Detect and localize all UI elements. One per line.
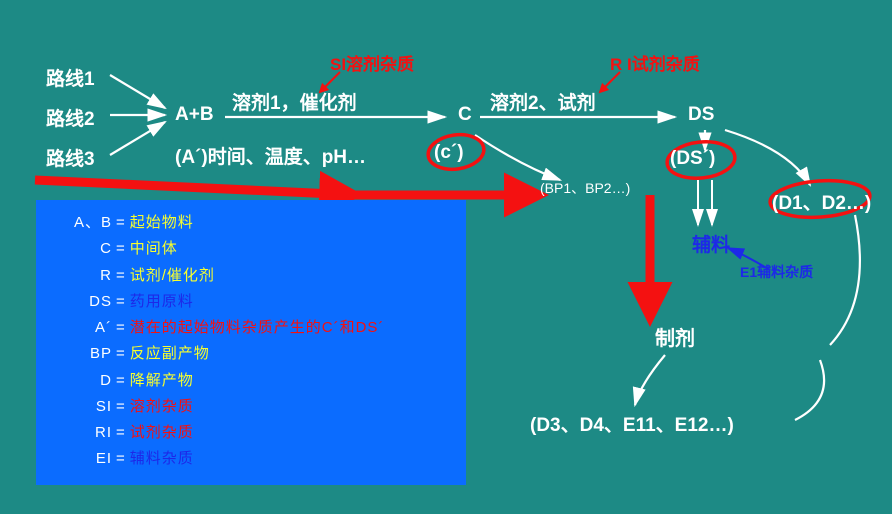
- excipient-label: 辅料: [692, 230, 730, 257]
- formulation-label: 制剂: [655, 322, 695, 351]
- route2: 路线2: [46, 104, 95, 131]
- node-d12: (D1、D2…): [772, 188, 871, 215]
- ri-impurity-label: R I试剂杂质: [610, 50, 700, 75]
- legend-row: D=降解产物: [50, 368, 452, 394]
- node-ds: DS: [688, 104, 714, 126]
- legend-row: A、B=起始物料: [50, 210, 452, 236]
- solvent2-label: 溶剂2、试剂: [490, 88, 596, 115]
- legend-row: R=试剂/催化剂: [50, 263, 452, 289]
- node-ab: A+B: [175, 104, 214, 126]
- e1-label: E1辅料杂质: [740, 262, 813, 282]
- node-bp: (BP1、BP2…): [540, 178, 630, 198]
- legend-row: BP=反应副产物: [50, 341, 452, 367]
- legend-row: RI=试剂杂质: [50, 420, 452, 446]
- aprime-cond: (A´)时间、温度、pH…: [175, 142, 366, 169]
- node-cprime: (c´): [434, 142, 464, 164]
- legend-row: EI=辅料杂质: [50, 446, 452, 472]
- route1: 路线1: [46, 64, 95, 91]
- legend-row: DS=药用原料: [50, 289, 452, 315]
- legend-box: A、B=起始物料C=中间体R=试剂/催化剂DS=药用原料A´=潜在的起始物料杂质…: [36, 200, 466, 485]
- route3: 路线3: [46, 144, 95, 171]
- si-impurity-label: SI溶剂杂质: [330, 50, 414, 75]
- legend-row: C=中间体: [50, 236, 452, 262]
- node-c: C: [458, 104, 472, 126]
- node-dbottom: (D3、D4、E11、E12…): [530, 410, 734, 437]
- legend-row: A´=潜在的起始物料杂质产生的C´和DS´: [50, 315, 452, 341]
- legend-row: SI=溶剂杂质: [50, 394, 452, 420]
- node-dsprime: (DS´): [670, 148, 715, 170]
- solvent1-label: 溶剂1，催化剂: [232, 88, 357, 115]
